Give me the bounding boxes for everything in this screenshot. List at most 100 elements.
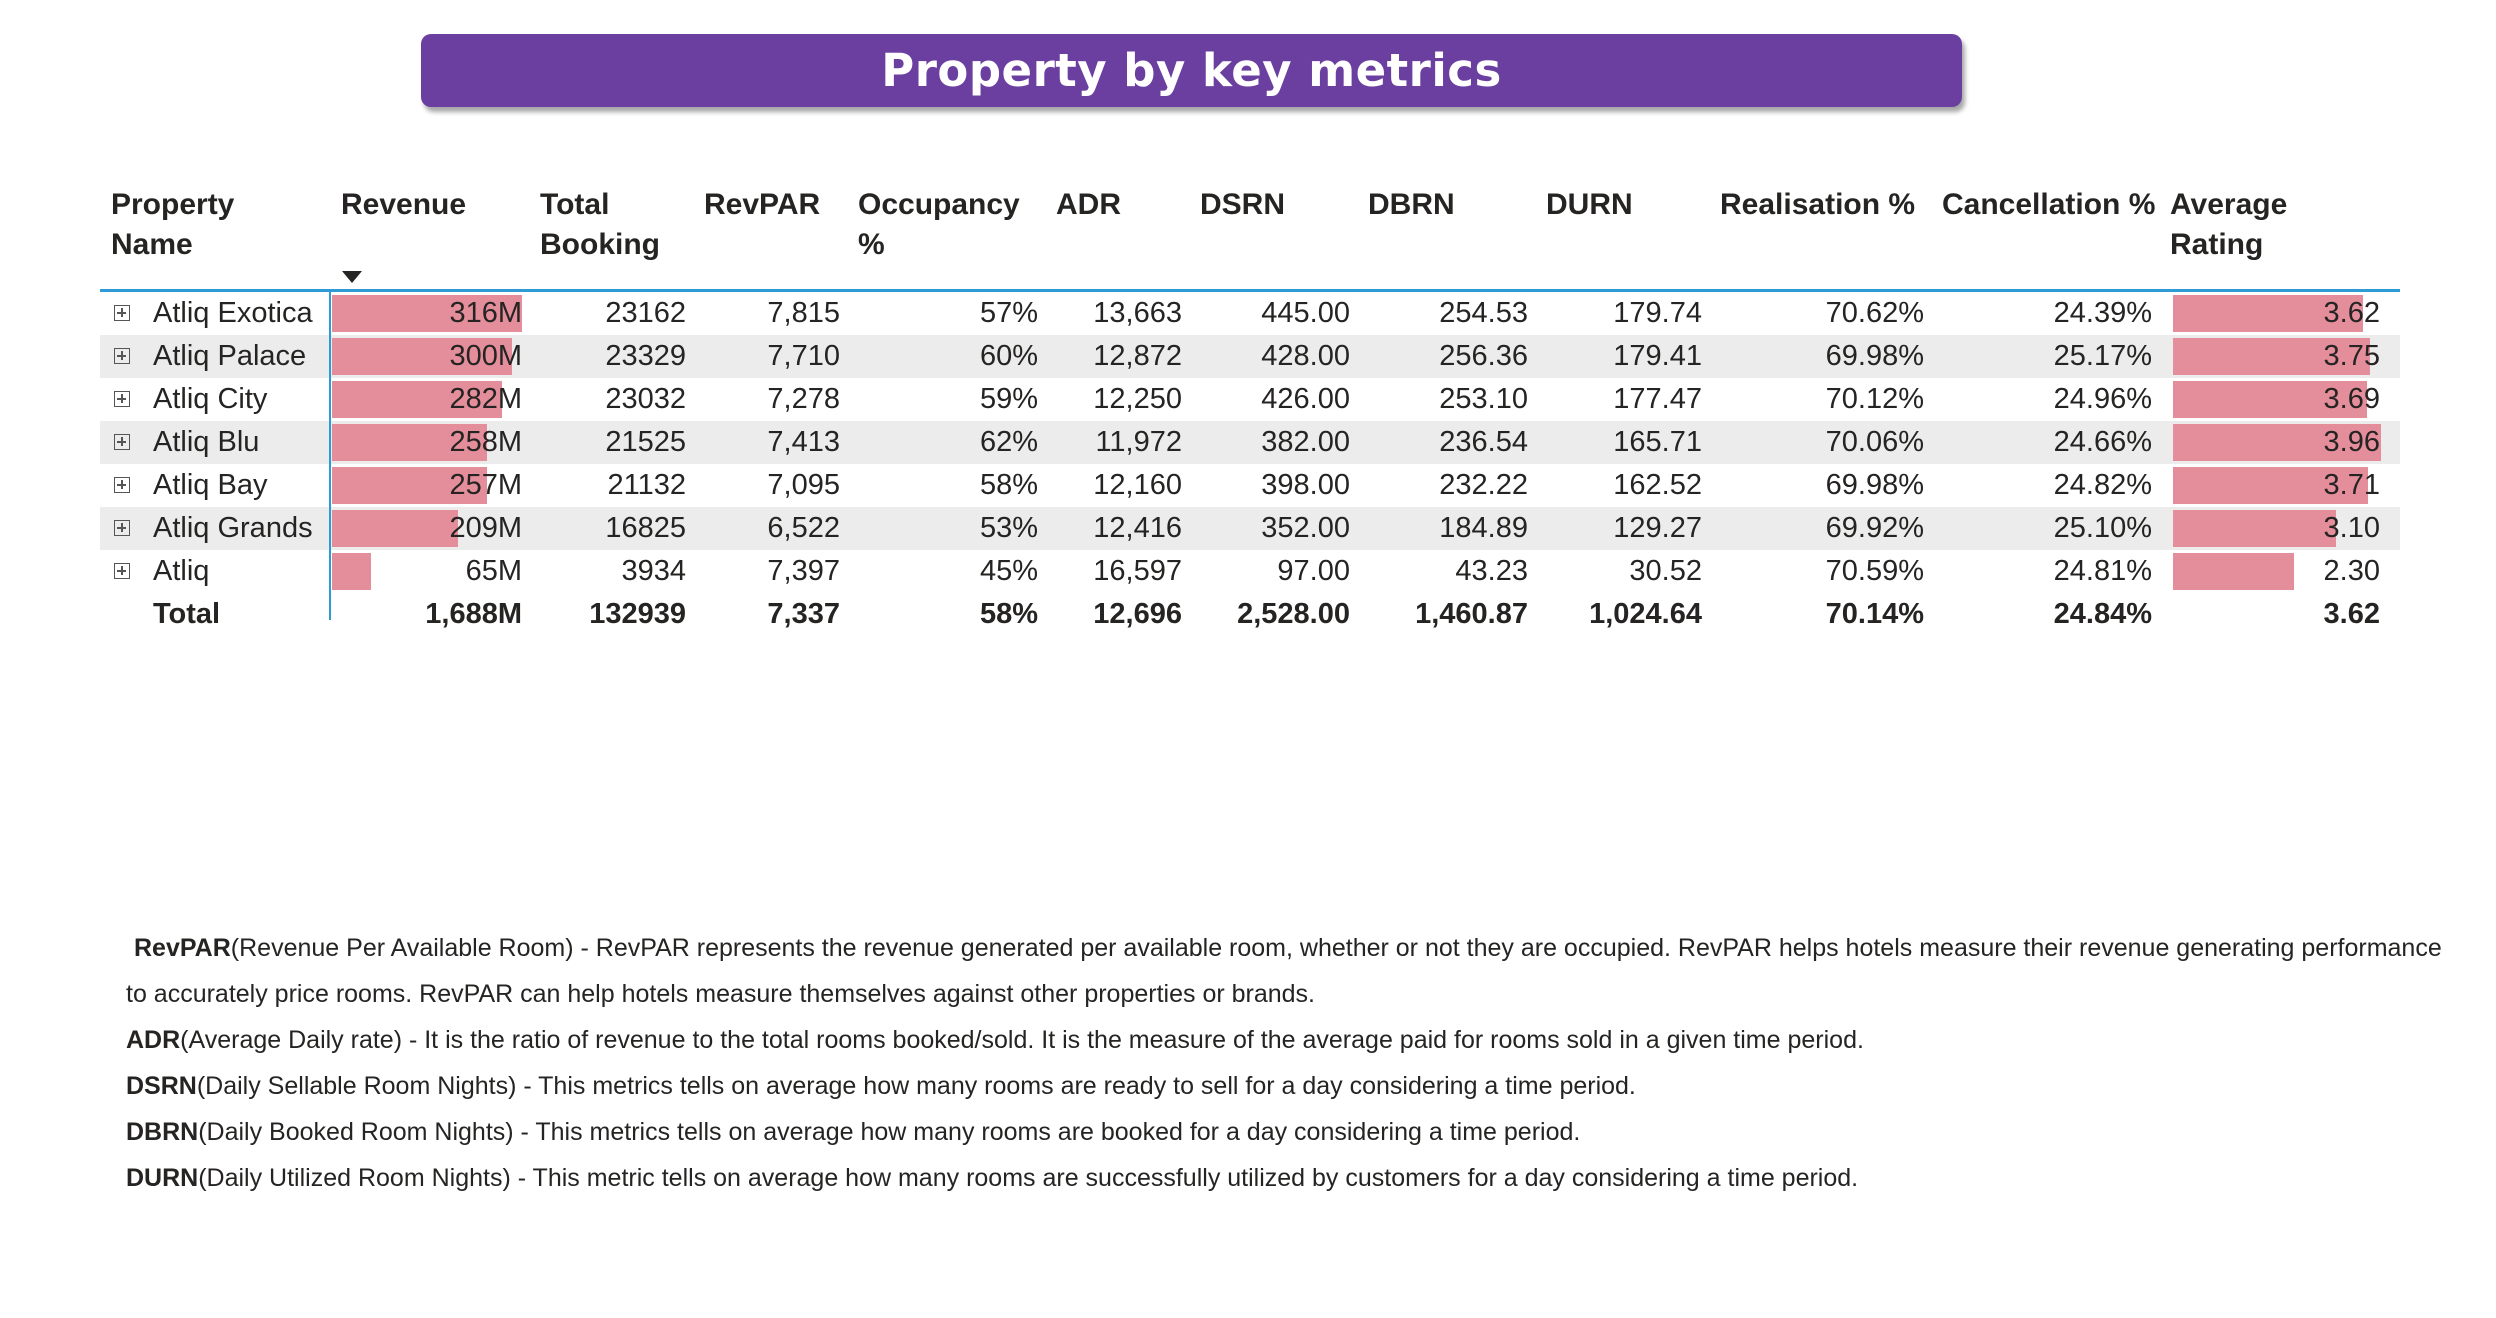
column-header-property-name[interactable]: Property Name — [111, 188, 235, 261]
rating-data-bar — [2173, 424, 2381, 461]
cell-realisation: 70.06% — [1825, 426, 1924, 458]
expand-plus-icon[interactable] — [114, 563, 130, 579]
revenue-data-bar — [332, 338, 513, 375]
cell-cancellation: 24.96% — [2053, 383, 2152, 415]
cell-occupancy: 62% — [979, 426, 1038, 458]
column-header-realisation[interactable]: Realisation % — [1720, 188, 1916, 221]
definition-text: (Daily Utilized Room Nights) - This metr… — [198, 1164, 1859, 1192]
cell-cancellation: 24.81% — [2053, 555, 2152, 587]
cell-revpar: 7,710 — [767, 340, 840, 372]
cell-realisation: 70.62% — [1825, 297, 1924, 329]
expand-plus-icon[interactable] — [114, 305, 130, 321]
cell-dbrn: 236.54 — [1439, 426, 1528, 458]
revenue-data-bar — [332, 381, 502, 418]
definition-line: to accurately price rooms. RevPAR can he… — [126, 971, 1315, 1017]
page-title: Property by key metrics — [881, 44, 1502, 97]
cell-dsrn: 97.00 — [1277, 555, 1350, 587]
column-header-revenue[interactable]: Revenue — [341, 188, 467, 221]
cell-occupancy: 59% — [979, 383, 1038, 415]
total-cancellation: 24.84% — [2053, 598, 2152, 630]
cell-dsrn: 426.00 — [1261, 383, 1350, 415]
table-row[interactable] — [100, 507, 2400, 550]
cell-property-name: Atliq Blu — [153, 426, 260, 458]
column-header-revpar[interactable]: RevPAR — [704, 188, 821, 221]
column-header-durn[interactable]: DURN — [1546, 188, 1633, 221]
definition-term: ADR — [126, 1026, 181, 1054]
column-header-occupancy[interactable]: Occupancy % — [858, 188, 1020, 261]
cell-durn: 30.52 — [1629, 555, 1702, 587]
column-header-adr[interactable]: ADR — [1056, 188, 1121, 221]
cell-dbrn: 184.89 — [1439, 512, 1528, 544]
cell-revenue: 258M — [449, 426, 522, 458]
definition-line: DBRN(Daily Booked Room Nights) - This me… — [126, 1109, 1580, 1155]
definition-term: DSRN — [126, 1072, 197, 1100]
expand-plus-icon[interactable] — [114, 348, 130, 364]
cell-average-rating: 3.10 — [2323, 512, 2380, 544]
cell-dsrn: 398.00 — [1261, 469, 1350, 501]
cell-adr: 16,597 — [1093, 555, 1182, 587]
expand-plus-icon[interactable] — [114, 434, 130, 450]
revenue-data-bar — [332, 295, 522, 332]
cell-revenue: 316M — [449, 297, 522, 329]
expand-plus-icon[interactable] — [114, 520, 130, 536]
definition-term: DBRN — [126, 1118, 199, 1146]
cell-total-booking: 23032 — [605, 383, 686, 415]
cell-dbrn: 254.53 — [1439, 297, 1528, 329]
definition-text: (Daily Sellable Room Nights) - This metr… — [196, 1072, 1636, 1100]
cell-realisation: 70.12% — [1825, 383, 1924, 415]
cell-realisation: 69.98% — [1825, 340, 1924, 372]
rating-data-bar — [2173, 381, 2367, 418]
expand-plus-icon[interactable] — [114, 391, 130, 407]
cell-occupancy: 53% — [979, 512, 1038, 544]
total-dbrn: 1,460.87 — [1415, 598, 1528, 630]
definition-line: ADR(Average Daily rate) - It is the rati… — [126, 1017, 1864, 1063]
column-header-total-booking[interactable]: Total Booking — [540, 188, 660, 261]
expand-plus-icon[interactable] — [114, 477, 130, 493]
sort-descending-icon[interactable] — [342, 271, 362, 283]
total-dsrn: 2,528.00 — [1237, 598, 1350, 630]
cell-property-name: Atliq Exotica — [153, 297, 313, 329]
cell-revpar: 6,522 — [767, 512, 840, 544]
definition-line: DSRN(Daily Sellable Room Nights) - This … — [126, 1063, 1636, 1109]
cell-dsrn: 382.00 — [1261, 426, 1350, 458]
cell-occupancy: 60% — [979, 340, 1038, 372]
total-average-rating: 3.62 — [2323, 598, 2380, 630]
cell-property-name: Atliq — [153, 555, 210, 587]
cell-realisation: 69.98% — [1825, 469, 1924, 501]
definition-term: DURN — [126, 1164, 199, 1192]
cell-adr: 11,972 — [1095, 426, 1182, 458]
column-header-dbrn[interactable]: DBRN — [1368, 188, 1455, 221]
definition-line: RevPAR(Revenue Per Available Room) - Rev… — [134, 925, 2442, 971]
cell-dsrn: 352.00 — [1261, 512, 1350, 544]
revenue-data-bar — [332, 467, 487, 504]
metrics-matrix: Property Name Revenue Total Booking RevPAR O… — [100, 185, 2400, 635]
cell-dsrn: 428.00 — [1261, 340, 1350, 372]
definition-text: to accurately price rooms. RevPAR can he… — [126, 980, 1316, 1008]
cell-revenue: 65M — [465, 555, 522, 587]
cell-total-booking: 3934 — [621, 555, 686, 587]
column-header-dsrn[interactable]: DSRN — [1200, 188, 1286, 221]
cell-total-booking: 16825 — [605, 512, 686, 544]
cell-revpar: 7,413 — [767, 426, 840, 458]
cell-revpar: 7,278 — [767, 383, 840, 415]
header-divider — [100, 289, 2400, 292]
revenue-data-bar — [332, 510, 458, 547]
cell-cancellation: 24.39% — [2053, 297, 2152, 329]
definition-line: DURN(Daily Utilized Room Nights) - This … — [126, 1155, 1858, 1201]
cell-cancellation: 25.10% — [2053, 512, 2152, 544]
cell-adr: 12,872 — [1093, 340, 1182, 372]
cell-durn: 165.71 — [1613, 426, 1702, 458]
cell-occupancy: 57% — [979, 297, 1038, 329]
title-banner: Property by key metrics — [421, 34, 1962, 107]
definition-term: RevPAR — [134, 934, 231, 962]
total-occupancy: 58% — [979, 598, 1038, 630]
cell-revpar: 7,397 — [767, 555, 840, 587]
cell-total-booking: 21525 — [605, 426, 686, 458]
rating-data-bar — [2173, 467, 2368, 504]
cell-revpar: 7,815 — [767, 297, 840, 329]
cell-average-rating: 3.75 — [2323, 340, 2380, 372]
cell-revenue: 300M — [449, 340, 522, 372]
column-header-cancellation[interactable]: Cancellation % — [1942, 188, 2156, 221]
column-header-average-rating[interactable]: Average Rating — [2170, 188, 2288, 261]
cell-property-name: Atliq Bay — [153, 469, 268, 501]
